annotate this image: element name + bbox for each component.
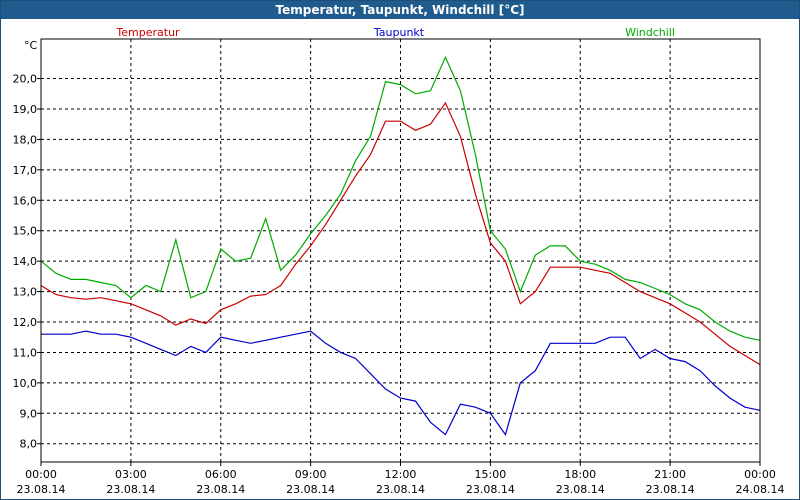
x-tick-date-label: 23.08.14 [286, 483, 335, 496]
x-tick-time-label: 06:00 [205, 468, 237, 481]
plot-area [40, 38, 761, 463]
x-tick-time-label: 00:00 [25, 468, 57, 481]
y-tick-label: 10,0 [13, 377, 38, 390]
y-tick-label: 13,0 [13, 286, 38, 299]
y-tick-label: 15,0 [13, 225, 38, 238]
legend-item-windchill: Windchill [625, 26, 675, 39]
x-tick-date-label: 23.08.14 [196, 483, 245, 496]
x-tick-time-label: 21:00 [654, 468, 686, 481]
y-tick-label: 16,0 [13, 194, 38, 207]
y-tick-label: 19,0 [13, 103, 38, 116]
x-tick-date-label: 24.08.14 [736, 483, 785, 496]
y-tick-label: 8,0 [20, 438, 38, 451]
x-tick-date-label: 23.08.14 [646, 483, 695, 496]
series-line-taupunkt [41, 330, 761, 436]
y-tick-label: 20,0 [13, 73, 38, 86]
x-tick-date-label: 23.08.14 [106, 483, 155, 496]
x-tick-time-label: 15:00 [475, 468, 507, 481]
y-tick-label: 18,0 [13, 133, 38, 146]
y-tick-label: 12,0 [13, 316, 38, 329]
y-tick-label: 9,0 [20, 407, 38, 420]
y-axis: 8,0 9,0 10,0 11,0 12,0 13,0 14,0 15,0 16,0 17,0 18… [13, 73, 41, 451]
series-lines [40, 55, 761, 436]
series-line-temperatur [40, 101, 761, 366]
legend-item-taupunkt: Taupunkt [373, 26, 425, 39]
y-tick-label: 17,0 [13, 164, 38, 177]
y-tick-label: 11,0 [13, 346, 38, 359]
window-title: Temperatur, Taupunkt, Windchill [°C] [1, 1, 799, 19]
x-tick-time-label: 12:00 [385, 468, 417, 481]
x-tick-date-label: 23.08.14 [556, 483, 605, 496]
x-tick-time-label: 18:00 [564, 468, 596, 481]
x-tick-date-label: 23.08.14 [376, 483, 425, 496]
x-tick-time-label: 09:00 [295, 468, 327, 481]
y-axis-unit: °C [24, 39, 38, 52]
legend-item-temperatur: Temperatur [115, 26, 180, 39]
series-line-windchill [40, 55, 761, 341]
x-tick-date-label: 23.08.14 [466, 483, 515, 496]
x-axis: 00:00 23.08.14 03:00 23.08.14 06:00 23.08.14 0… [17, 462, 785, 496]
x-tick-time-label: 03:00 [115, 468, 147, 481]
y-tick-label: 14,0 [13, 255, 38, 268]
legend: Temperatur Taupunkt Windchill [115, 26, 675, 39]
x-tick-time-label: 00:00 [744, 468, 776, 481]
x-tick-date-label: 23.08.14 [17, 483, 66, 496]
